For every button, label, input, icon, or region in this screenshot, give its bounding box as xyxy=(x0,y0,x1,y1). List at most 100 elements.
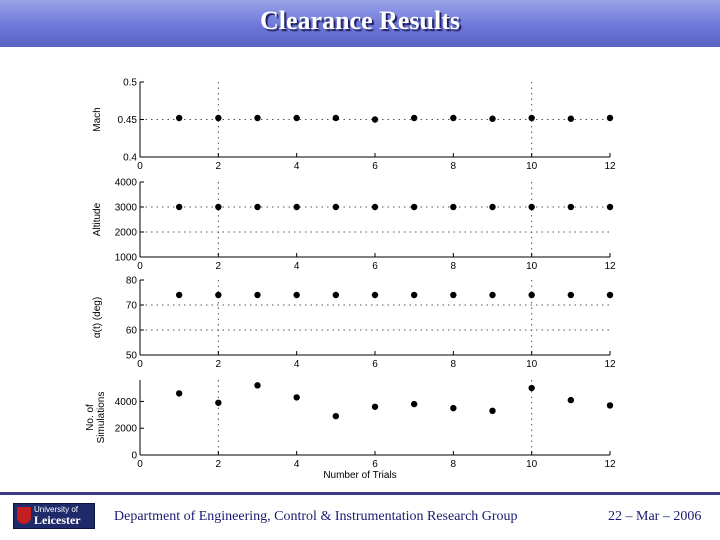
data-point xyxy=(293,394,300,401)
footer-divider xyxy=(0,492,720,495)
y-tick-label: 0 xyxy=(131,451,137,462)
y-tick-label: 1000 xyxy=(115,253,138,264)
logo-text-line1: University of xyxy=(34,505,79,514)
data-point xyxy=(254,203,261,211)
data-point xyxy=(332,114,340,122)
data-point xyxy=(254,114,261,122)
data-point xyxy=(215,399,222,406)
data-point xyxy=(528,384,535,392)
data-point xyxy=(332,291,340,299)
x-tick-label: 0 xyxy=(137,359,143,370)
chart-panel-1: 0 2 4 6 8 10 12 0.4 0.45 0.5 Mach xyxy=(92,78,616,173)
data-point xyxy=(215,291,222,299)
chart-panel-2: 0 2 4 6 8 10 12 1000 2000 3000 4000 Altitude xyxy=(92,178,616,273)
x-tick-label: 12 xyxy=(604,359,616,370)
data-point xyxy=(332,412,340,420)
chart-panel-4: 0 2 4 6 8 10 12 0 2000 4000 No. of Simulations Numbe… xyxy=(85,380,616,481)
data-point xyxy=(371,291,379,299)
y-tick-label: 3000 xyxy=(115,203,138,214)
y-tick-label: 0.4 xyxy=(123,153,137,164)
x-tick-label: 10 xyxy=(526,459,538,470)
data-point xyxy=(606,114,614,122)
data-point xyxy=(254,291,261,299)
x-tick-label: 8 xyxy=(451,459,457,470)
data-point xyxy=(567,291,575,299)
data-point xyxy=(567,396,575,404)
data-point xyxy=(528,114,535,122)
x-tick-label: 4 xyxy=(294,359,300,370)
data-point xyxy=(606,402,614,409)
data-point xyxy=(371,116,379,123)
x-tick-label: 6 xyxy=(372,459,378,470)
data-point xyxy=(371,203,379,211)
chart-panel-3: 0 2 4 6 8 10 12 50 60 70 80 α(t) (deg) xyxy=(92,276,616,371)
data-point xyxy=(175,114,183,122)
x-tick-label: 12 xyxy=(604,459,616,470)
x-tick-label: 10 xyxy=(526,359,538,370)
x-tick-label: 4 xyxy=(294,161,300,172)
y-axis-label: Altitude xyxy=(92,202,103,236)
y-tick-label: 0.5 xyxy=(123,78,137,89)
data-point xyxy=(410,291,418,299)
data-point xyxy=(489,291,496,299)
x-tick-label: 0 xyxy=(137,459,143,470)
x-tick-label: 8 xyxy=(451,261,457,272)
y-tick-label: 0.45 xyxy=(118,115,138,126)
data-point xyxy=(293,203,300,211)
x-tick-label: 4 xyxy=(294,459,300,470)
y-tick-label: 60 xyxy=(126,326,138,337)
data-point xyxy=(175,390,183,397)
data-point xyxy=(410,400,418,408)
data-point xyxy=(489,203,496,211)
x-tick-label: 8 xyxy=(451,161,457,172)
x-tick-label: 6 xyxy=(372,161,378,172)
y-tick-label: 50 xyxy=(126,351,138,362)
x-tick-label: 12 xyxy=(604,161,616,172)
data-point xyxy=(528,203,535,211)
x-tick-label: 4 xyxy=(294,261,300,272)
data-point xyxy=(410,114,418,122)
data-point xyxy=(606,203,614,211)
data-point xyxy=(293,291,300,299)
data-point xyxy=(175,291,183,299)
y-tick-label: 80 xyxy=(126,276,138,287)
data-point xyxy=(489,115,496,122)
x-tick-label: 2 xyxy=(216,359,222,370)
data-point xyxy=(410,203,418,211)
shield-icon xyxy=(17,507,31,524)
data-point xyxy=(332,203,340,211)
x-tick-label: 12 xyxy=(604,261,616,272)
data-point xyxy=(450,404,457,412)
data-point xyxy=(567,203,575,211)
x-axis-label: Number of Trials xyxy=(323,470,396,481)
y-axis-label: α(t) (deg) xyxy=(92,297,103,338)
x-tick-label: 2 xyxy=(216,459,222,470)
data-point xyxy=(450,203,457,211)
y-tick-label: 2000 xyxy=(115,424,138,435)
university-logo: University of Leicester xyxy=(13,503,95,529)
data-point xyxy=(450,114,457,122)
x-tick-label: 0 xyxy=(137,261,143,272)
data-point xyxy=(528,291,535,299)
y-axis-label: Simulations xyxy=(96,392,107,444)
y-tick-label: 4000 xyxy=(115,397,138,408)
footer-department: Department of Engineering, Control & Ins… xyxy=(114,509,518,524)
x-tick-label: 2 xyxy=(216,261,222,272)
y-axis-label: Mach xyxy=(92,107,103,131)
x-tick-label: 8 xyxy=(451,359,457,370)
data-point xyxy=(175,203,183,211)
logo-text-line2: Leicester xyxy=(34,513,81,527)
data-point xyxy=(254,382,261,389)
data-point xyxy=(215,114,222,122)
x-tick-label: 0 xyxy=(137,161,143,172)
data-point xyxy=(450,291,457,299)
title-bar xyxy=(0,0,720,47)
y-tick-label: 70 xyxy=(126,301,138,312)
slide-title: Clearance Results xyxy=(259,6,460,35)
x-tick-label: 10 xyxy=(526,261,538,272)
x-tick-label: 6 xyxy=(372,359,378,370)
data-point xyxy=(606,291,614,299)
x-tick-label: 10 xyxy=(526,161,538,172)
x-tick-label: 2 xyxy=(216,161,222,172)
